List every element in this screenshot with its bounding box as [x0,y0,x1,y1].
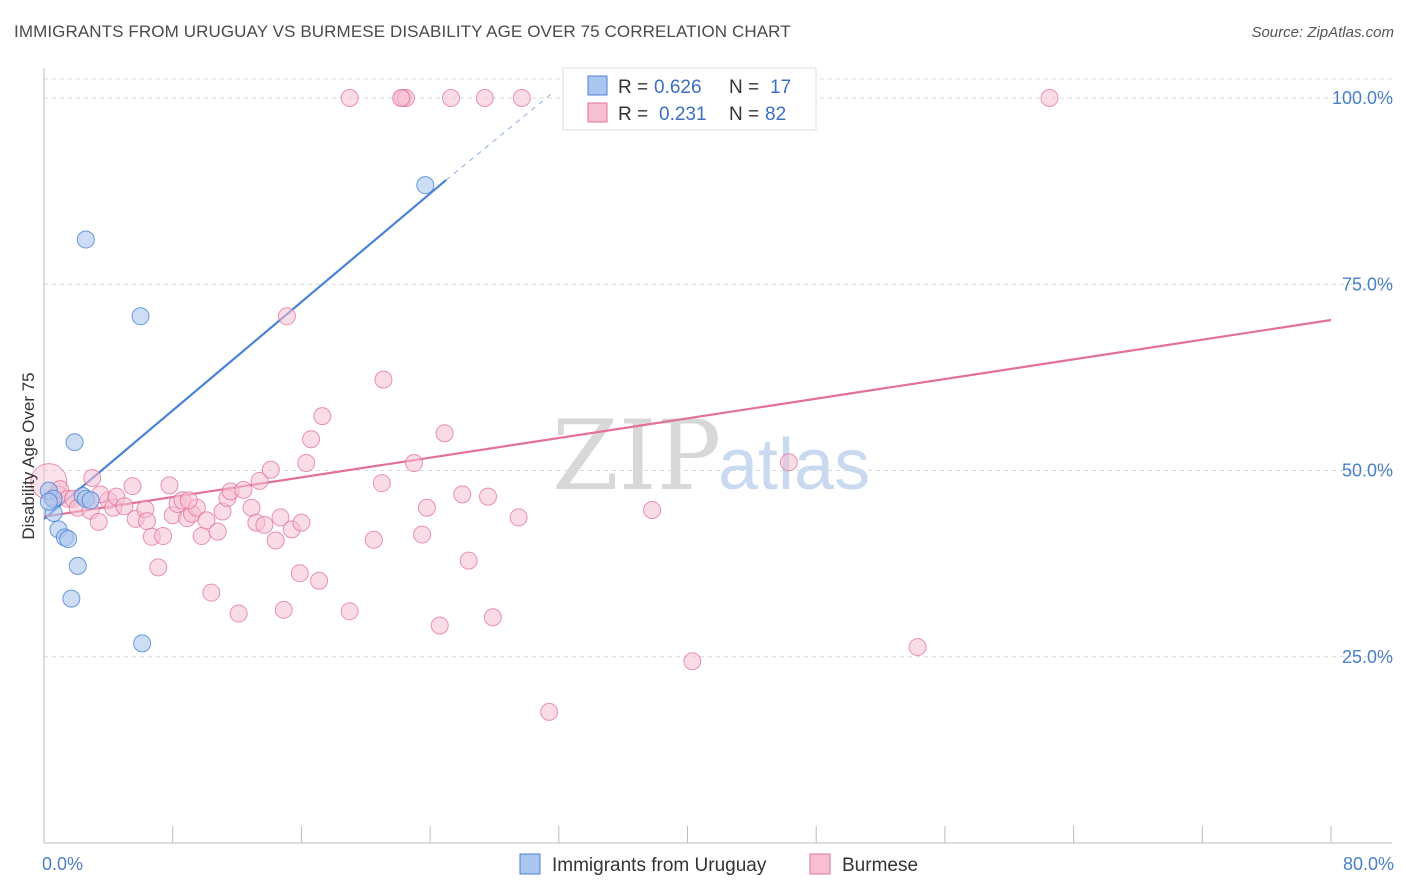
watermark-zip: ZIP [552,400,721,512]
point-uruguay [81,491,100,510]
point-burmese [512,89,531,107]
chart-title: IMMIGRANTS FROM URUGUAY VS BURMESE DISAB… [14,22,791,41]
point-burmese [242,498,261,517]
point-burmese [123,477,142,496]
point-burmese [89,512,108,531]
point-burmese [266,531,285,550]
point-burmese [255,515,274,534]
point-burmese [292,513,311,532]
point-burmese [392,89,411,107]
trend-line-uruguay-extension [445,93,552,181]
point-uruguay [65,433,84,452]
y-tick-label: 75.0% [1342,274,1393,294]
point-burmese [310,571,329,590]
bottom-legend-swatch-uruguay [519,853,541,875]
legend-n-value-2: 82 [765,104,786,125]
point-burmese [137,512,156,531]
legend-box: R = 0.626 N = 17 R = 0.231 N = 82 [562,67,817,131]
point-uruguay [131,307,150,326]
point-burmese [483,608,502,627]
point-burmese [83,468,102,487]
point-burmese [479,487,498,506]
legend-n-value-1: 17 [770,77,791,98]
point-burmese [908,638,927,657]
watermark: ZIP atlas [552,400,870,512]
legend-r-label-2: R = [618,104,648,125]
point-uruguay [68,556,87,575]
point-burmese [435,424,454,443]
point-burmese [413,525,432,544]
bottom-legend-swatch-burmese [809,853,831,875]
y-tick-label: 25.0% [1342,647,1393,667]
point-burmese [277,307,296,326]
point-burmese [340,89,359,107]
point-burmese [297,454,316,473]
point-burmese [302,430,321,449]
point-uruguay [133,634,152,653]
series-uruguay-points [39,176,435,653]
point-burmese [683,652,702,671]
point-burmese [234,480,253,499]
point-uruguay [62,589,81,608]
point-burmese [540,702,559,721]
point-burmese [475,89,494,107]
point-burmese [149,558,168,577]
point-burmese [179,491,198,510]
y-tick-label: 50.0% [1342,461,1393,481]
legend-r-label-1: R = [618,77,648,98]
point-burmese [509,508,528,527]
point-burmese [261,460,280,479]
point-burmese [154,527,173,546]
point-burmese [192,527,211,546]
legend-n-label-1: N = [729,77,759,98]
source-label: Source: ZipAtlas.com [1251,24,1394,41]
trend-line-uruguay [43,179,447,520]
point-burmese [374,370,393,389]
tick-labels: 25.0% 50.0% 75.0% 100.0% 0.0% 80.0% [42,88,1394,874]
legend-r-value-2: 0.231 [659,104,707,125]
legend-n-label-2: N = [729,104,759,125]
x-tick-label-min: 0.0% [42,854,83,874]
y-axis-label: Disability Age Over 75 [19,372,38,539]
point-burmese [372,474,391,493]
legend-swatch-burmese [587,102,608,123]
point-uruguay [39,492,58,511]
point-burmese [250,471,269,490]
point-burmese [313,407,332,426]
bottom-legend: Immigrants from Uruguay Burmese [519,853,918,876]
legend-swatch-uruguay [587,75,608,96]
point-burmese [643,500,662,519]
point-burmese [271,508,290,527]
point-uruguay [416,176,435,195]
point-burmese [405,454,424,473]
axes [43,68,1392,844]
point-burmese [274,600,293,619]
bottom-legend-label-uruguay: Immigrants from Uruguay [552,855,767,876]
point-burmese [459,551,478,570]
bottom-legend-label-burmese: Burmese [842,855,918,876]
legend-r-value-1: 0.626 [654,77,702,98]
point-burmese [340,602,359,621]
point-burmese [229,604,248,623]
point-uruguay [76,230,95,249]
point-uruguay [59,530,78,549]
x-tick-label-max: 80.0% [1343,854,1394,874]
series-burmese-points [30,89,1059,721]
point-burmese [197,511,216,530]
point-burmese [430,616,449,635]
point-burmese [453,485,472,504]
point-burmese [442,89,461,107]
point-burmese [202,583,221,602]
point-burmese [417,498,436,517]
point-burmese [290,564,309,583]
y-tick-label: 100.0% [1332,88,1393,108]
point-burmese [1040,89,1059,107]
point-burmese [779,453,798,472]
point-burmese [160,476,179,495]
point-burmese [208,522,227,541]
point-burmese [364,530,383,549]
point-burmese [115,497,134,516]
gridlines [44,78,1392,658]
